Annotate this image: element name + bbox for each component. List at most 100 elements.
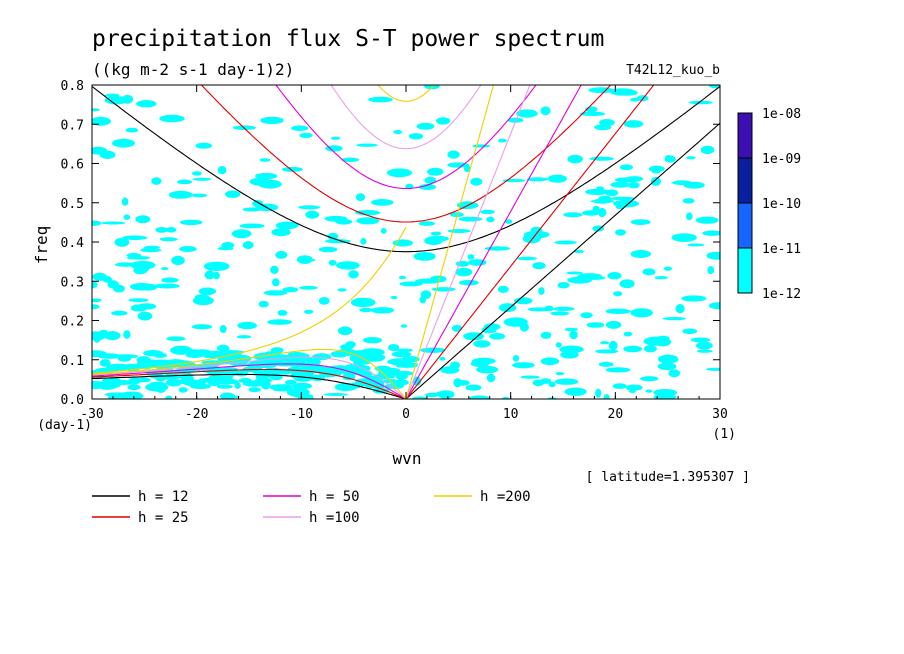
spectrum-patch <box>708 85 720 89</box>
spectrum-patch <box>153 283 180 289</box>
x-axis: -30 -20 -10 0 10 20 30 <box>80 85 728 422</box>
spectrum-patch <box>695 216 719 224</box>
spectrum-patch <box>92 383 104 390</box>
spectrum-patch <box>102 276 113 283</box>
spectrum-patch <box>214 378 239 385</box>
spectrum-patch <box>413 252 436 261</box>
spectrum-patch <box>275 250 288 259</box>
spectrum-patch <box>191 324 213 330</box>
spectrum-patch <box>548 381 556 388</box>
spectrum-patch <box>402 356 420 363</box>
spectrum-patch <box>593 198 611 204</box>
spectrum-patch <box>165 395 173 399</box>
spectrum-patch <box>118 392 144 399</box>
spectrum-patch <box>650 176 662 186</box>
spectrum-patch <box>105 93 120 98</box>
spectrum-patch <box>355 210 381 216</box>
spectrum-patch <box>179 246 197 252</box>
spectrum-patch <box>472 144 491 148</box>
spectrum-patch <box>112 138 135 148</box>
spectrum-patch <box>416 122 435 130</box>
spectrum-patch <box>605 308 631 314</box>
x-tick-label: 30 <box>712 407 728 422</box>
rossby-curve <box>92 348 407 399</box>
spectrum-patch <box>126 253 142 258</box>
spectrum-patch <box>630 97 641 102</box>
spectrum-patch <box>447 229 471 233</box>
spectrum-patch <box>613 199 640 208</box>
spectrum-patch <box>538 287 545 295</box>
spectrum-patch <box>137 311 153 321</box>
spectrum-patch <box>483 323 501 331</box>
spectrum-patch <box>600 341 610 345</box>
spectrum-patch <box>341 157 360 162</box>
spectrum-patch <box>168 190 193 199</box>
y-tick-label: 0.1 <box>61 354 84 369</box>
spectrum-patch <box>623 331 633 337</box>
spectrum-patch <box>284 379 297 385</box>
spectrum-patch <box>165 227 177 233</box>
colorbar-label: 1e-10 <box>762 197 801 212</box>
spectrum-patch <box>115 262 137 267</box>
spectrum-patch <box>682 328 698 335</box>
spectrum-patch <box>362 337 383 344</box>
spectrum-patch <box>708 302 720 310</box>
spectrum-patch <box>328 259 337 266</box>
spectrum-patch <box>662 317 687 321</box>
spectrum-patch <box>706 251 720 260</box>
power-spectrum-fill <box>92 85 720 399</box>
spectrum-patch <box>393 370 414 376</box>
spectrum-patch <box>523 230 550 239</box>
spectrum-patch <box>312 353 332 361</box>
spectrum-patch <box>596 186 604 191</box>
spectrum-patch <box>324 215 348 222</box>
spectrum-patch <box>220 392 235 399</box>
spectrum-patch <box>486 216 495 223</box>
spectrum-patch <box>320 369 346 374</box>
kelvin-curve <box>405 85 495 399</box>
spectrum-patch <box>532 262 546 270</box>
spectrum-patch <box>586 322 605 328</box>
spectrum-patch <box>298 205 321 210</box>
spectrum-patch <box>348 270 359 279</box>
spectrum-patch <box>363 356 384 362</box>
spectrum-patch <box>159 114 185 123</box>
x-axis-title: wvn <box>393 449 422 468</box>
spectrum-patch <box>683 181 705 189</box>
spectrum-patch <box>287 352 305 356</box>
spectrum-patch <box>388 344 400 352</box>
spectrum-patch <box>135 215 151 224</box>
spectrum-patch <box>121 197 129 206</box>
spectrum-patch <box>390 295 398 300</box>
chart-subtitle: ((kg m-2 s-1 day-1)2) <box>92 60 294 79</box>
colorbar-swatch <box>737 157 753 204</box>
spectrum-patch <box>516 109 538 118</box>
spectrum-patch <box>688 100 713 105</box>
spectrum-patch <box>686 212 693 221</box>
spectrum-patch <box>419 296 427 304</box>
spectrum-patch <box>99 150 116 159</box>
spectrum-patch <box>418 221 435 226</box>
spectrum-patch <box>427 167 444 176</box>
spectrum-patch <box>242 380 266 387</box>
spectrum-patch <box>579 111 606 117</box>
spectrum-patch <box>356 143 378 147</box>
spectrum-patch <box>140 248 162 253</box>
spectrum-patch <box>242 207 262 212</box>
spectrum-patch <box>503 317 528 327</box>
spectrum-patch <box>486 373 496 383</box>
spectrum-patch <box>540 331 552 339</box>
spectrum-patch <box>114 237 130 247</box>
y-tick-label: 0.5 <box>61 197 84 212</box>
spectrum-patch <box>577 273 602 280</box>
spectrum-patch <box>396 348 413 353</box>
legend-label: h = 25 <box>138 510 189 526</box>
spectrum-patch <box>269 384 293 391</box>
chart-title: precipitation flux S-T power spectrum <box>92 26 604 52</box>
spectrum-patch <box>99 359 111 367</box>
spectrum-patch <box>92 108 100 112</box>
spectrum-patch <box>623 120 644 128</box>
spectrum-patch <box>642 268 656 276</box>
spectrum-patch <box>550 311 570 316</box>
spectrum-patch <box>203 261 230 271</box>
